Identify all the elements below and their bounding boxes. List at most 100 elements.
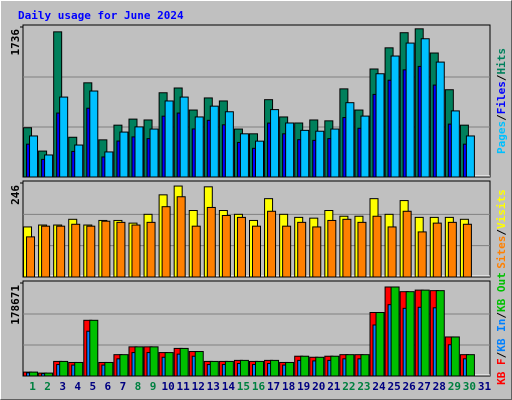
bar [270, 359, 280, 377]
bar [209, 360, 219, 377]
x-tick-label: 20 [312, 380, 325, 393]
x-tick-label: 15 [237, 380, 250, 393]
bar [297, 221, 307, 278]
bar [41, 225, 51, 278]
bar [252, 225, 261, 278]
x-tick-label: 3 [59, 380, 66, 393]
x-tick-label: 12 [192, 380, 205, 393]
bar [435, 61, 445, 178]
bar [74, 144, 84, 178]
y-tick-label: 178671 [9, 285, 22, 325]
legend: KB F/KB In/KB Out [495, 272, 508, 385]
bar [315, 356, 325, 377]
x-tick-label: 19 [297, 380, 310, 393]
chart-title: Daily usage for June 2024 [18, 9, 184, 22]
bar [44, 154, 54, 178]
x-tick-label: 26 [403, 380, 417, 393]
bar [119, 354, 129, 377]
bar [44, 372, 54, 377]
bar [405, 291, 415, 377]
bar [315, 130, 325, 178]
x-tick-label: 5 [89, 380, 96, 393]
bar [206, 206, 216, 278]
bar [270, 109, 280, 178]
x-tick-label: 11 [177, 380, 191, 393]
bar [134, 126, 144, 178]
bar [420, 38, 430, 178]
legend-entry: Hits [495, 48, 508, 75]
bar [450, 336, 460, 377]
x-tick-label: 7 [120, 380, 127, 393]
legend-entry: KB In [495, 319, 508, 352]
bar [285, 122, 295, 178]
legend-entry: Files [495, 81, 508, 114]
x-tick-label: 30 [463, 380, 476, 393]
x-tick-label: 17 [267, 380, 280, 393]
bar [119, 131, 129, 178]
bar [387, 226, 397, 278]
bar [74, 361, 84, 377]
bar [405, 42, 415, 178]
x-tick-label: 18 [282, 380, 295, 393]
bar [101, 220, 111, 278]
bar [285, 361, 295, 377]
bar [179, 96, 189, 178]
bar [56, 225, 66, 278]
legend-entry: KB Out [495, 272, 508, 312]
bar [255, 360, 264, 377]
legend-entry: KB F [495, 358, 508, 385]
bar [164, 100, 174, 178]
bar [345, 354, 355, 377]
bar [402, 210, 412, 278]
bar [330, 355, 340, 377]
bar [342, 218, 352, 278]
bar [435, 290, 445, 377]
bar [462, 223, 472, 278]
bar [161, 206, 171, 278]
bar [360, 115, 370, 178]
bar [71, 223, 81, 278]
bar [236, 216, 246, 278]
bar [134, 346, 144, 377]
bar [176, 196, 186, 278]
bar [29, 371, 39, 377]
bar [131, 224, 141, 278]
bar [255, 140, 264, 178]
bar [327, 219, 337, 278]
bar [450, 110, 460, 178]
x-tick-label: 10 [161, 380, 174, 393]
x-tick-label: 16 [252, 380, 266, 393]
x-tick-label: 21 [327, 380, 341, 393]
x-tick-label: 9 [150, 380, 157, 393]
legend-separator: / [495, 114, 508, 121]
bar [375, 73, 385, 178]
x-tick-label: 1 [29, 380, 36, 393]
bar [191, 225, 201, 278]
x-tick-label: 31 [478, 380, 492, 393]
x-tick-label: 13 [207, 380, 220, 393]
bar [267, 210, 277, 278]
bar [116, 221, 126, 278]
bar [194, 351, 204, 377]
legend-entry: Visits [495, 189, 508, 229]
legend: Sites/Visits [495, 189, 508, 269]
bar [465, 135, 475, 178]
bar [300, 355, 310, 377]
x-tick-label: 27 [418, 380, 431, 393]
y-tick-label: 246 [9, 185, 22, 205]
x-tick-label: 2 [44, 380, 51, 393]
bar [89, 319, 99, 377]
bar [360, 354, 370, 377]
bar [375, 311, 385, 377]
legend-separator: / [495, 351, 508, 358]
x-tick-label: 6 [105, 380, 112, 393]
bar [417, 231, 427, 278]
bar [372, 215, 382, 278]
bar [26, 236, 36, 278]
bar [194, 116, 204, 178]
bar [420, 289, 430, 377]
x-tick-label: 24 [372, 380, 386, 393]
x-tick-label: 25 [387, 380, 400, 393]
